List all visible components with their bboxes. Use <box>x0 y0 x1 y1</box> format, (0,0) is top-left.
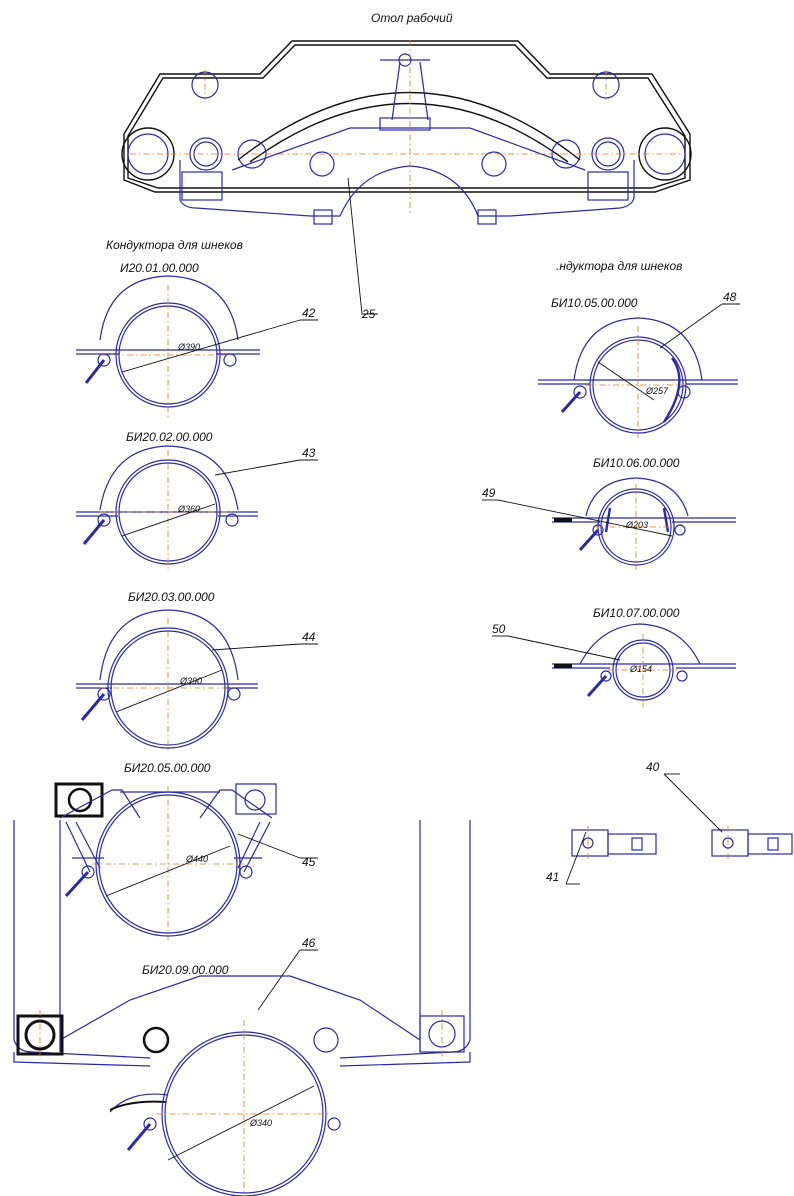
left-heading: Кондуктора для шнеков <box>106 238 243 252</box>
pos-49: 49 <box>482 486 496 500</box>
table-title: Отол рабочий <box>371 11 453 25</box>
code-48: БИ10.05.00.000 <box>551 296 638 310</box>
pos-42: 42 <box>302 306 316 320</box>
code-42: И20.01.00.000 <box>120 261 199 275</box>
pos-44: 44 <box>302 630 316 644</box>
dim-48: Ø257 <box>645 386 669 396</box>
pos-50: 50 <box>492 622 506 636</box>
dim-45: Ø440 <box>185 854 208 864</box>
pos-43: 43 <box>302 446 316 460</box>
dim-50: Ø154 <box>629 664 652 674</box>
code-45: БИ20.05.00.000 <box>124 761 211 775</box>
code-49: БИ10.06.00.000 <box>593 456 680 470</box>
jig-50 <box>492 624 736 708</box>
pos-48: 48 <box>723 290 737 304</box>
code-50: БИ10.07.00.000 <box>593 606 680 620</box>
jig-48 <box>538 304 740 438</box>
dim-46: Ø340 <box>249 1118 272 1128</box>
pos-40: 40 <box>646 760 660 774</box>
pos-45: 45 <box>302 855 316 869</box>
code-43: БИ20.02.00.000 <box>126 430 213 444</box>
code-44: БИ20.03.00.000 <box>128 590 215 604</box>
dim-49: Ø203 <box>625 520 648 530</box>
pos-41: 41 <box>546 870 559 884</box>
dim-42: Ø390 <box>177 342 200 352</box>
jig-49 <box>482 478 736 570</box>
right-heading: .ндуктора для шнеков <box>556 259 682 273</box>
dim-43: Ø360 <box>177 504 200 514</box>
pin-40 <box>664 774 792 860</box>
pin-41 <box>566 826 656 884</box>
code-46: БИ20.09.00.000 <box>142 963 229 977</box>
pos-25: 25 <box>361 307 376 321</box>
dim-44: Ø390 <box>179 676 202 686</box>
pos-46: 46 <box>302 936 316 950</box>
